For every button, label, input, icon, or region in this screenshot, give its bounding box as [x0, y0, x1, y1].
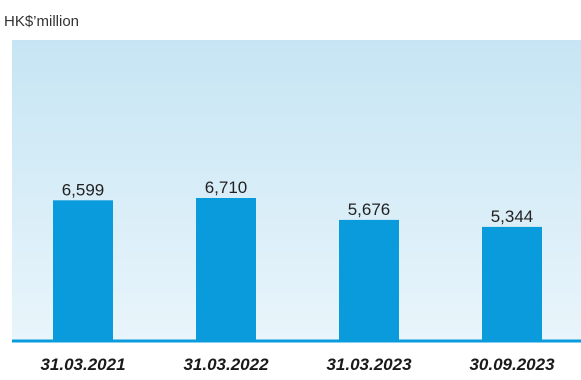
bar-30.09.2023 — [482, 226, 542, 340]
x-tick-label-31.03.2021: 31.03.2021 — [40, 355, 125, 374]
bar-31.03.2021 — [53, 200, 113, 340]
value-label-31.03.2021: 6,599 — [62, 180, 105, 199]
x-tick-label-31.03.2022: 31.03.2022 — [183, 355, 269, 374]
value-label-31.03.2022: 6,710 — [205, 178, 248, 197]
bars-group — [53, 198, 542, 340]
value-labels-group: 6,599 6,710 5,676 5,344 — [62, 178, 534, 226]
value-label-31.03.2023: 5,676 — [348, 200, 391, 219]
x-axis-tick-labels: 31.03.2021 31.03.2022 31.03.2023 30.09.2023 — [40, 355, 555, 374]
x-tick-label-31.03.2023: 31.03.2023 — [326, 355, 412, 374]
unit-label: HK$’million — [4, 13, 79, 30]
bar-31.03.2022 — [196, 198, 256, 340]
bar-31.03.2023 — [339, 219, 399, 340]
x-tick-label-30.09.2023: 30.09.2023 — [469, 355, 555, 374]
value-label-30.09.2023: 5,344 — [491, 207, 534, 226]
